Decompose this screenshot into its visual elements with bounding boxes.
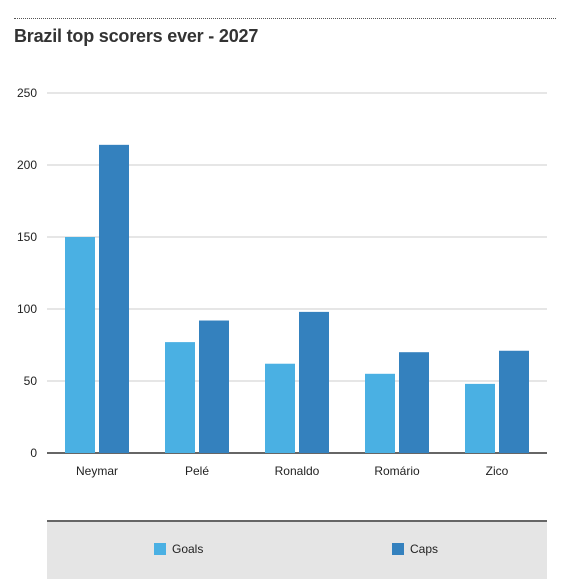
- legend-item-caps[interactable]: Caps: [392, 542, 438, 556]
- legend-label-goals: Goals: [172, 542, 204, 556]
- x-tick-label: Neymar: [76, 464, 118, 478]
- y-tick-label: 150: [17, 230, 37, 244]
- bar-goals-1: [165, 342, 195, 453]
- bar-caps-1: [199, 320, 229, 453]
- legend-item-goals[interactable]: Goals: [154, 542, 203, 556]
- chart-title: Brazil top scorers ever - 2027: [14, 26, 259, 46]
- legend-swatch-caps: [392, 543, 404, 555]
- legend: Goals Caps: [47, 520, 547, 579]
- x-tick-label: Pelé: [185, 464, 209, 478]
- y-tick-label: 0: [30, 446, 37, 460]
- bar-goals-0: [65, 237, 95, 453]
- y-tick-label: 50: [24, 374, 38, 388]
- bar-chart: 0 50 100 150 200 250 Neymar Pelé Ronaldo Romário Z…: [17, 86, 547, 478]
- top-divider: [14, 18, 556, 19]
- bar-caps-4: [499, 350, 529, 453]
- bar-goals-3: [365, 373, 395, 453]
- bar-caps-3: [399, 352, 429, 453]
- bar-caps-0: [99, 144, 129, 453]
- y-tick-label: 250: [17, 86, 37, 100]
- x-tick-label: Romário: [374, 464, 420, 478]
- bar-goals-4: [465, 383, 495, 453]
- x-tick-label: Ronaldo: [275, 464, 320, 478]
- bar-caps-2: [299, 311, 329, 453]
- x-tick-label: Zico: [486, 464, 509, 478]
- bar-goals-2: [265, 363, 295, 453]
- legend-label-caps: Caps: [410, 542, 439, 556]
- y-tick-label: 200: [17, 158, 37, 172]
- y-tick-label: 100: [17, 302, 37, 316]
- legend-swatch-goals: [154, 543, 166, 555]
